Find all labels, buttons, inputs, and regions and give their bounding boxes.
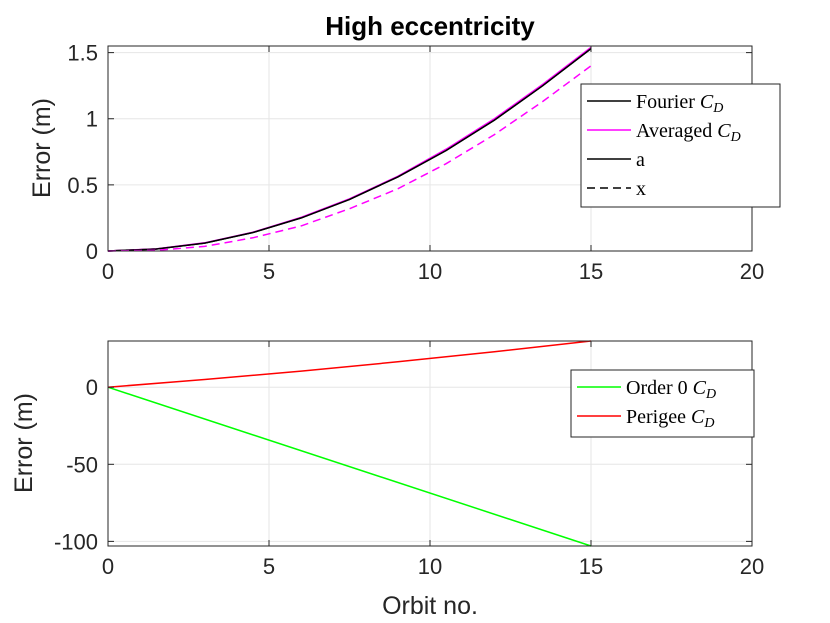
series-line-averaged-x-dashed-	[107, 65, 592, 252]
legend-label-perigee-c-d: Perigee CD	[626, 406, 714, 431]
bottom-axes: 0 5 10 15 20 -100 -50 0 Error (m) Orbit no. Ord…	[10, 340, 764, 620]
top-axes: 0 5 10 15 20 0 0.5 1 1.5 Error (m) Fourier CD Ave…	[28, 41, 781, 284]
top-y-tick-label: 0	[86, 239, 98, 264]
bottom-y-tick-label: -50	[66, 452, 98, 477]
legend-label-averaged-c-d: Averaged CD	[636, 120, 741, 145]
bottom-x-tick-label: 10	[418, 554, 442, 579]
top-y-tick-label: 1	[86, 107, 98, 132]
top-x-tick-label: 20	[740, 259, 764, 284]
top-legend[interactable]: Fourier CD Averaged CD ax	[580, 83, 781, 208]
bottom-x-tick-label: 15	[579, 554, 603, 579]
legend-label-a: a	[636, 149, 645, 171]
top-y-tick-label: 1.5	[67, 41, 98, 66]
chart-title: High eccentricity	[325, 11, 535, 41]
bottom-ticks: 0 5 10 15 20 -100 -50 0	[54, 341, 764, 579]
legend-label-fourier-c-d: Fourier CD	[636, 91, 723, 116]
bottom-x-tick-label: 0	[102, 554, 114, 579]
top-x-tick-label: 5	[263, 259, 275, 284]
bottom-x-tick-label: 20	[740, 554, 764, 579]
series-line-order-0-c-d	[107, 386, 592, 547]
bottom-legend[interactable]: Order 0 CD Perigee CD	[570, 369, 755, 438]
top-series-lines	[107, 46, 592, 252]
bottom-series-lines	[107, 340, 592, 547]
top-ticks: 0 5 10 15 20 0 0.5 1 1.5	[67, 41, 764, 284]
series-line-a	[107, 48, 592, 252]
legend-label-order-0-c-d: Order 0 CD	[626, 377, 716, 402]
bottom-x-tick-label: 5	[263, 554, 275, 579]
series-line-perigee-c-d	[107, 340, 592, 388]
legend-label-x: x	[636, 178, 646, 200]
top-x-tick-label: 10	[418, 259, 442, 284]
x-axis-label: Orbit no.	[382, 592, 478, 620]
top-y-tick-label: 0.5	[67, 173, 98, 198]
bottom-y-tick-label: -100	[54, 529, 98, 554]
bottom-y-axis-label: Error (m)	[10, 393, 38, 493]
top-legend-box	[580, 83, 781, 208]
top-x-tick-label: 0	[102, 259, 114, 284]
top-y-axis-label: Error (m)	[28, 98, 56, 198]
bottom-y-tick-label: 0	[86, 375, 98, 400]
bottom-legend-box	[570, 369, 755, 438]
top-x-tick-label: 15	[579, 259, 603, 284]
